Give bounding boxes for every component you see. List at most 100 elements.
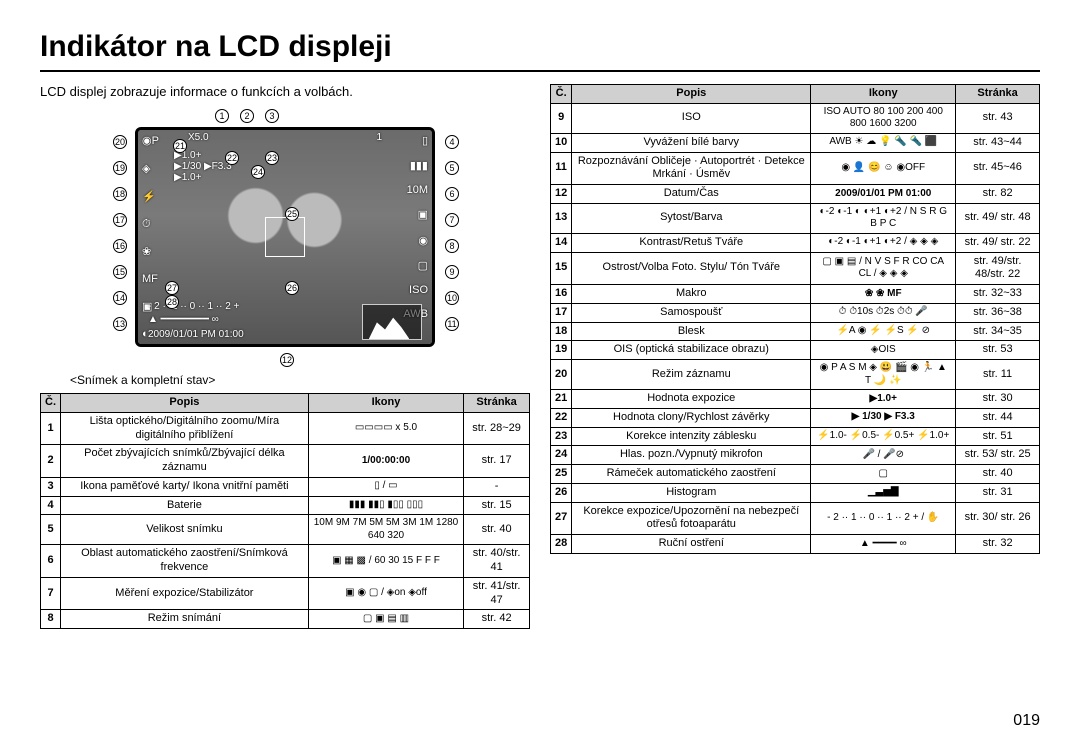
row-page: str. 43	[956, 103, 1040, 133]
row-page: str. 51	[956, 427, 1040, 446]
size-icon: 10M	[407, 184, 428, 196]
table-row: 27Korekce expozice/Upozornění na nebezpe…	[551, 502, 1040, 535]
callout-17: 17	[113, 213, 127, 227]
row-icons: ◉ P A S M ◈ 😃 🎬 ◉ 🏃 ▲ T 🌙 ✨	[811, 360, 956, 390]
row-desc: Měření expozice/Stabilizátor	[61, 577, 309, 610]
battery-icon: ▮▮▮	[410, 159, 428, 172]
table-row: 15Ostrost/Volba Foto. Stylu/ Tón Tváře▢ …	[551, 252, 1040, 285]
row-num: 13	[551, 203, 572, 233]
row-icons: ▣ ◉ ▢ / ◈on ◈off	[308, 577, 463, 610]
row-icons: ▁▃▅▇	[811, 483, 956, 502]
table-row: 14Kontrast/Retuš Tváře◐-2 ◐-1 ◐+1 ◐+2 / …	[551, 233, 1040, 252]
row-icons: ▶ 1/30 ▶ F3.3	[811, 408, 956, 427]
row-desc: Ruční ostření	[572, 535, 811, 554]
callout-16: 16	[113, 239, 127, 253]
row-desc: Vyvážení bílé barvy	[572, 133, 811, 152]
row-icons: ▯ / ▭	[308, 477, 463, 496]
row-page: str. 17	[464, 445, 530, 478]
row-desc: Počet zbývajících snímků/Zbývající délka…	[61, 445, 309, 478]
row-page: str. 42	[464, 610, 530, 629]
callout-14: 14	[113, 291, 127, 305]
row-desc: Lišta optického/Digitálního zoomu/Míra d…	[61, 412, 309, 445]
callout-23: 23	[265, 151, 279, 165]
col-header: Stránka	[956, 85, 1040, 104]
row-num: 23	[551, 427, 572, 446]
callout-11: 11	[445, 317, 459, 331]
callout-21: 21	[173, 139, 187, 153]
table-row: 3Ikona paměťové karty/ Ikona vnitřní pam…	[41, 477, 530, 496]
row-icons: ▣ ▦ ▩ / 60 30 15 F F F	[308, 545, 463, 578]
flash-icon: ⚡	[142, 190, 159, 203]
col-header: Č.	[41, 394, 61, 413]
row-page: str. 49/str. 48/str. 22	[956, 252, 1040, 285]
meter-icon: ◉	[418, 234, 428, 247]
row-desc: Hodnota clony/Rychlost závěrky	[572, 408, 811, 427]
col-header: Stránka	[464, 394, 530, 413]
row-desc: Režim snímání	[61, 610, 309, 629]
row-page: str. 45~46	[956, 152, 1040, 185]
row-page: str. 49/ str. 22	[956, 233, 1040, 252]
mode-icon: ◉P	[142, 134, 159, 147]
callout-3: 3	[265, 109, 279, 123]
row-num: 27	[551, 502, 572, 535]
row-desc: Oblast automatického zaostření/Snímková …	[61, 545, 309, 578]
table-left: Č.PopisIkonyStránka 1Lišta optického/Dig…	[40, 393, 530, 629]
row-page: str. 41/str. 47	[464, 577, 530, 610]
table-row: 9ISOISO AUTO 80 100 200 400 800 1600 320…	[551, 103, 1040, 133]
af-icon: ▣	[418, 208, 428, 221]
row-icons: 10M 9M 7M 5M 5M 3M 1M 1280 640 320	[308, 515, 463, 545]
row-page: str. 11	[956, 360, 1040, 390]
table-row: 1Lišta optického/Digitálního zoomu/Míra …	[41, 412, 530, 445]
table-row: 7Měření expozice/Stabilizátor▣ ◉ ▢ / ◈on…	[41, 577, 530, 610]
row-page: str. 49/ str. 48	[956, 203, 1040, 233]
row-desc: Samospoušť	[572, 303, 811, 322]
table-row: 24Hlas. pozn./Vypnutý mikrofon🎤 / 🎤⊘str.…	[551, 446, 1040, 465]
row-icons: ◉ 👤 😊 ☺ ◉OFF	[811, 152, 956, 185]
callout-1: 1	[215, 109, 229, 123]
row-icons: 🎤 / 🎤⊘	[811, 446, 956, 465]
lcd-zoom: X5.0	[188, 132, 209, 143]
row-desc: OIS (optická stabilizace obrazu)	[572, 341, 811, 360]
row-icons: ⚡1.0- ⚡0.5- ⚡0.5+ ⚡1.0+	[811, 427, 956, 446]
row-icons: ▢	[811, 465, 956, 484]
macro-icon: ❀	[142, 245, 159, 258]
row-icons: ◈OIS	[811, 341, 956, 360]
callout-20: 20	[113, 135, 127, 149]
row-page: str. 43~44	[956, 133, 1040, 152]
row-icons: ❀ ❀ MF	[811, 285, 956, 304]
lcd-shutter: ▶1/30	[174, 161, 201, 172]
row-icons: AWB ☀ ☁ 💡 🔦 🔦 ⬛	[811, 133, 956, 152]
iso-icon: ISO	[409, 284, 428, 296]
callout-8: 8	[445, 239, 459, 253]
row-num: 2	[41, 445, 61, 478]
callout-25: 25	[285, 207, 299, 221]
row-num: 20	[551, 360, 572, 390]
row-num: 22	[551, 408, 572, 427]
row-icons: ▲ ━━━━ ∞	[811, 535, 956, 554]
row-num: 12	[551, 185, 572, 204]
row-desc: Datum/Čas	[572, 185, 811, 204]
row-icons: 2009/01/01 PM 01:00	[811, 185, 956, 204]
col-header: Č.	[551, 85, 572, 104]
row-num: 8	[41, 610, 61, 629]
callout-9: 9	[445, 265, 459, 279]
table-row: 18Blesk⚡A ◉ ⚡ ⚡S ⚡ ⊘str. 34~35	[551, 322, 1040, 341]
row-desc: Rozpoznávání Obličeje · Autoportrét · De…	[572, 152, 811, 185]
row-desc: Ikona paměťové karty/ Ikona vnitřní pamě…	[61, 477, 309, 496]
row-num: 4	[41, 496, 61, 515]
table-row: 20Režim záznamu◉ P A S M ◈ 😃 🎬 ◉ 🏃 ▲ T 🌙…	[551, 360, 1040, 390]
row-num: 1	[41, 412, 61, 445]
callout-6: 6	[445, 187, 459, 201]
table-row: 12Datum/Čas2009/01/01 PM 01:00str. 82	[551, 185, 1040, 204]
row-page: str. 31	[956, 483, 1040, 502]
lcd-figure: X5.0 1 ◉P ◈ ⚡ ⏱ ❀ MF ▣ ◐ ▯ ▮▮▮ 10M	[85, 107, 485, 367]
callout-10: 10	[445, 291, 459, 305]
table-row: 11Rozpoznávání Obličeje · Autoportrét · …	[551, 152, 1040, 185]
callout-5: 5	[445, 161, 459, 175]
col-header: Ikony	[308, 394, 463, 413]
row-num: 11	[551, 152, 572, 185]
row-desc: Blesk	[572, 322, 811, 341]
row-desc: Makro	[572, 285, 811, 304]
callout-4: 4	[445, 135, 459, 149]
table-row: 23Korekce intenzity záblesku⚡1.0- ⚡0.5- …	[551, 427, 1040, 446]
